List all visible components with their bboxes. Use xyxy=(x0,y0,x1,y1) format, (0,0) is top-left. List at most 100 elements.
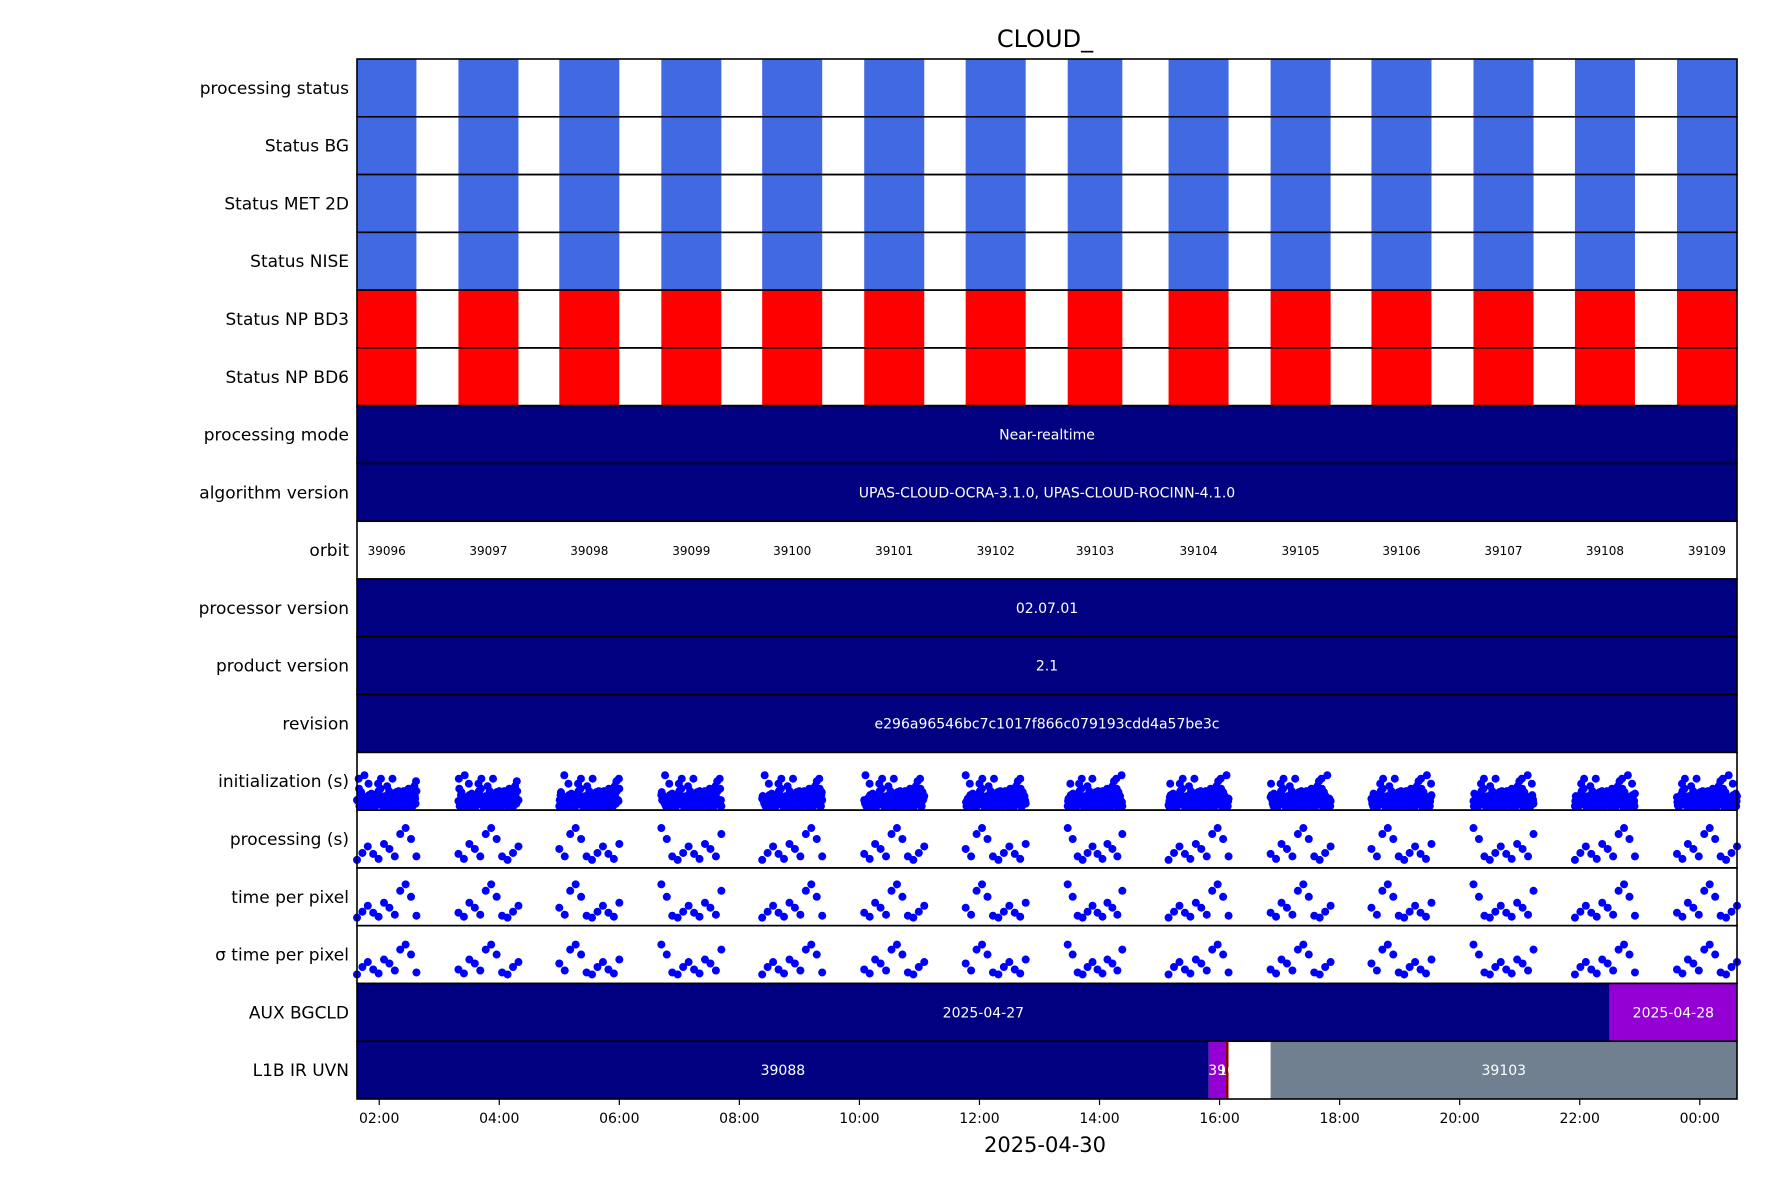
data-point xyxy=(977,784,986,793)
segment-bar xyxy=(1225,1041,1229,1099)
status-bar xyxy=(1168,116,1229,175)
data-point xyxy=(972,886,981,895)
data-point xyxy=(1216,774,1225,783)
status-bar xyxy=(965,59,1026,117)
data-point xyxy=(1724,771,1733,780)
data-point xyxy=(1277,898,1286,907)
data-point xyxy=(1614,945,1623,954)
data-point xyxy=(1164,970,1173,979)
data-point xyxy=(1625,835,1634,843)
x-axis-label: 2025-04-30 xyxy=(984,1133,1106,1157)
data-point xyxy=(369,849,378,858)
data-point xyxy=(1093,849,1102,858)
data-point xyxy=(1389,950,1398,959)
data-point xyxy=(1010,849,1019,858)
data-point xyxy=(801,886,810,895)
data-point xyxy=(481,886,490,895)
data-point xyxy=(1524,966,1533,975)
status-bar xyxy=(357,174,417,233)
data-point xyxy=(967,852,976,861)
data-point xyxy=(1422,969,1431,978)
data-point xyxy=(376,774,385,783)
orbit-label: 39105 xyxy=(1282,544,1320,558)
data-point xyxy=(1625,892,1634,901)
data-point xyxy=(1068,892,1077,901)
x-tick-label: 12:00 xyxy=(959,1111,999,1127)
data-point xyxy=(1727,848,1736,857)
status-bar xyxy=(458,174,519,233)
status-bar xyxy=(1270,174,1331,233)
data-point xyxy=(560,852,569,861)
status-bar xyxy=(1676,232,1737,291)
data-point xyxy=(695,912,704,921)
data-point xyxy=(807,824,816,833)
data-point xyxy=(920,842,929,851)
data-point xyxy=(817,788,826,797)
data-point xyxy=(588,855,597,864)
value-bar xyxy=(357,579,1737,637)
data-point xyxy=(763,848,772,857)
data-point xyxy=(1491,848,1500,857)
data-point xyxy=(785,898,794,907)
data-point xyxy=(1103,839,1112,848)
data-point xyxy=(1197,844,1206,853)
status-bar xyxy=(357,59,417,117)
data-point xyxy=(1411,901,1420,910)
data-point xyxy=(1618,774,1627,783)
status-bar xyxy=(1168,59,1229,117)
data-point xyxy=(1367,844,1376,853)
status-bar xyxy=(762,59,823,117)
data-point xyxy=(1603,844,1612,853)
status-bar xyxy=(1270,116,1331,175)
data-point xyxy=(492,892,501,901)
data-point xyxy=(1077,784,1086,793)
data-point xyxy=(769,901,778,910)
value-label: 2.1 xyxy=(1036,659,1058,675)
data-point xyxy=(588,970,597,979)
x-tick-label: 02:00 xyxy=(359,1111,399,1127)
data-point xyxy=(1078,913,1087,922)
data-point xyxy=(1722,970,1731,979)
data-point xyxy=(1570,855,1579,864)
data-point xyxy=(898,835,907,843)
data-point xyxy=(1518,959,1527,968)
status-bar xyxy=(864,290,925,348)
status-bar xyxy=(864,347,925,406)
data-point xyxy=(1224,968,1233,977)
row-label: algorithm version xyxy=(199,483,349,503)
data-point xyxy=(914,963,923,971)
segment-bar xyxy=(1208,1041,1226,1099)
data-point xyxy=(1098,969,1107,978)
data-point xyxy=(661,771,670,780)
data-point xyxy=(909,855,918,864)
data-point xyxy=(876,844,885,853)
data-point xyxy=(909,913,918,922)
data-point xyxy=(609,912,618,921)
data-point xyxy=(1417,774,1426,783)
data-point xyxy=(1678,969,1687,978)
data-point xyxy=(555,903,564,912)
data-point xyxy=(1524,852,1533,861)
data-point xyxy=(777,774,786,783)
data-point xyxy=(965,779,974,788)
segment-label: 2025-04-27 xyxy=(943,1005,1024,1021)
data-point xyxy=(1625,950,1634,959)
row-label: processing mode xyxy=(204,426,349,446)
data-point xyxy=(785,839,794,848)
status-bar xyxy=(661,59,722,117)
data-point xyxy=(374,912,383,921)
data-point xyxy=(1700,886,1709,895)
data-point xyxy=(1277,839,1286,848)
data-point xyxy=(711,910,720,919)
data-point xyxy=(1213,880,1222,889)
row-label: processing (s) xyxy=(230,830,349,850)
data-point xyxy=(1197,959,1206,968)
data-point xyxy=(1711,892,1720,901)
data-point xyxy=(492,835,501,843)
data-point xyxy=(1288,852,1297,861)
data-point xyxy=(577,892,586,901)
data-point xyxy=(695,969,704,978)
data-point xyxy=(396,830,405,839)
row-2: Status MET 2D xyxy=(224,173,1738,234)
data-point xyxy=(476,966,485,975)
